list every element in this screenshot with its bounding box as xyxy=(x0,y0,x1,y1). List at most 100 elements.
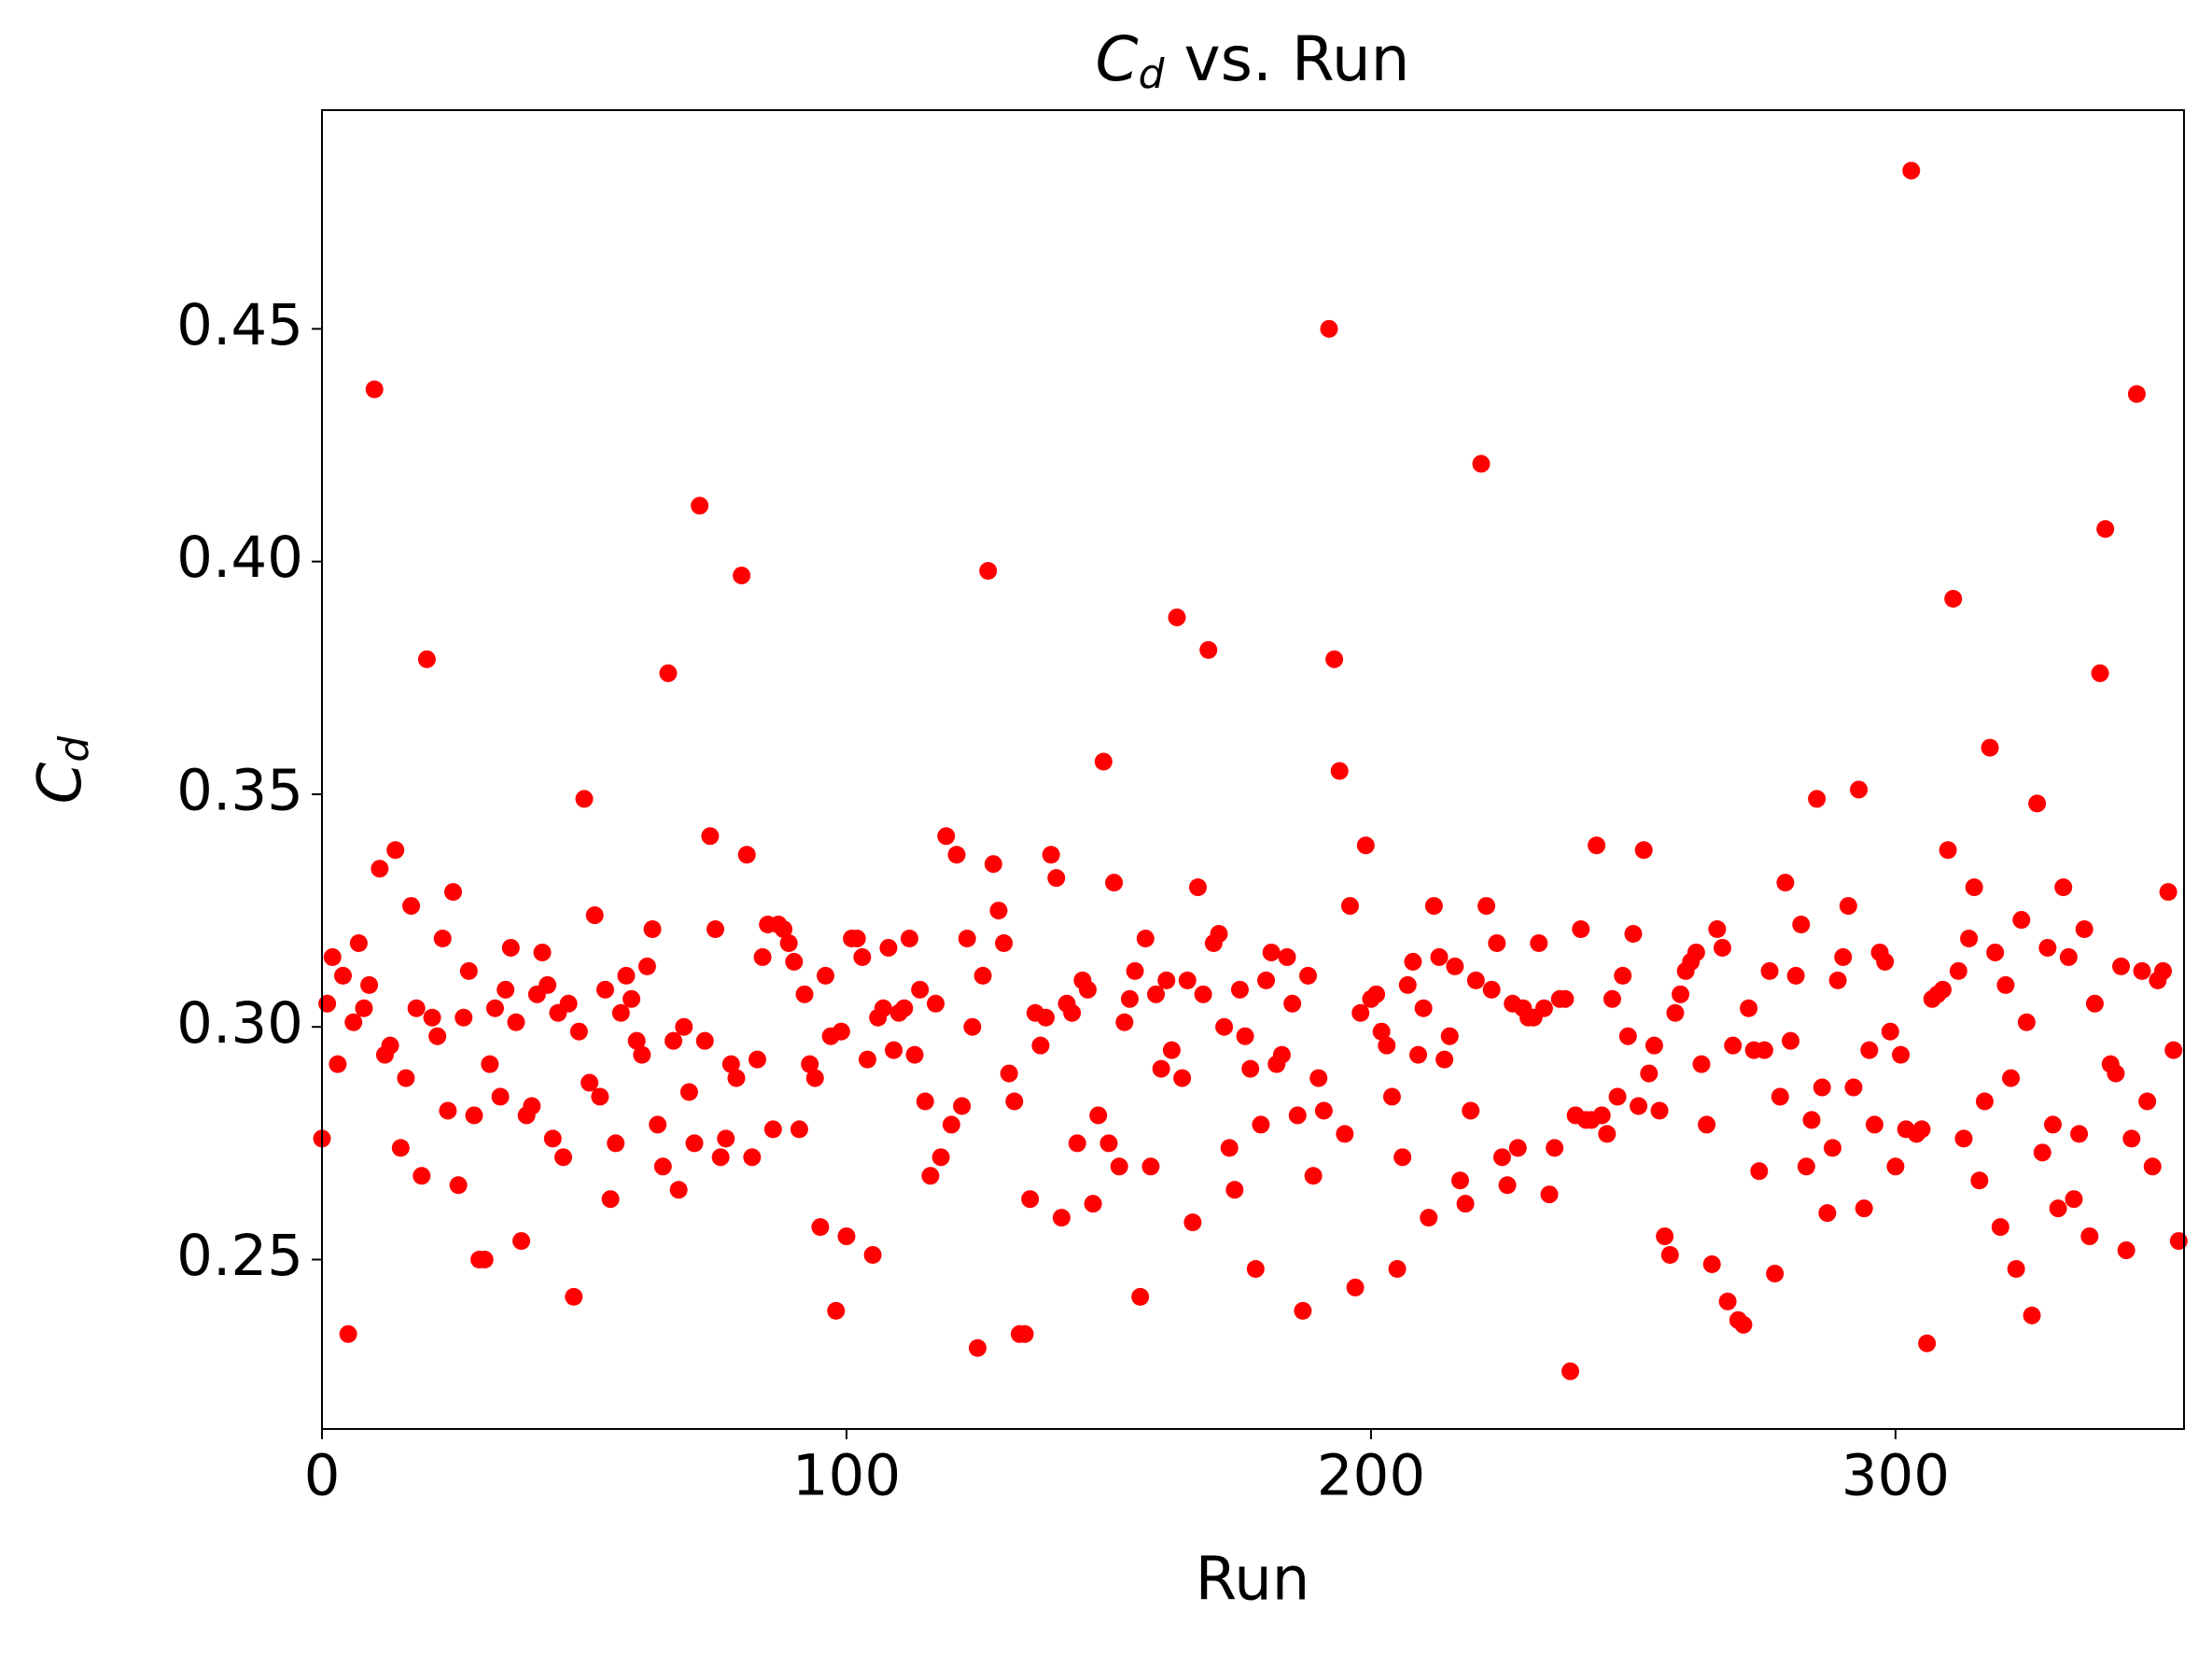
point xyxy=(1718,1292,1737,1310)
point xyxy=(485,999,504,1017)
point xyxy=(811,1218,830,1237)
point xyxy=(721,1055,740,1073)
point xyxy=(1120,989,1139,1008)
point xyxy=(1808,790,1827,808)
point xyxy=(2012,911,2031,930)
point xyxy=(1640,1064,1659,1083)
point xyxy=(1031,1036,1050,1055)
point xyxy=(2049,1199,2067,1218)
point xyxy=(1340,897,1359,916)
point xyxy=(743,1148,762,1167)
point xyxy=(1356,836,1375,855)
point xyxy=(775,920,793,939)
point xyxy=(1614,966,1632,985)
point xyxy=(748,1050,766,1069)
point xyxy=(942,1115,960,1134)
point xyxy=(1508,1139,1527,1157)
point xyxy=(1183,1213,1202,1232)
point xyxy=(1157,971,1176,989)
x-tick-label: 0 xyxy=(304,1443,341,1509)
point xyxy=(649,1115,667,1134)
point xyxy=(1996,975,2015,994)
point xyxy=(323,947,342,966)
point xyxy=(1860,1041,1879,1059)
point xyxy=(407,999,426,1017)
point xyxy=(837,1227,856,1246)
point xyxy=(1818,1204,1837,1223)
point xyxy=(1199,640,1218,659)
point xyxy=(1440,1027,1459,1045)
point xyxy=(1105,874,1124,892)
point xyxy=(1949,961,1967,980)
point xyxy=(1021,1190,1040,1209)
point xyxy=(1084,1195,1102,1213)
point xyxy=(785,952,804,971)
point xyxy=(827,1301,846,1320)
point xyxy=(1813,1078,1831,1097)
point xyxy=(1755,1041,1773,1059)
x-axis-label: Run xyxy=(1196,1546,1310,1615)
point xyxy=(1534,999,1553,1017)
point xyxy=(1325,650,1344,668)
title-text: vs. Run xyxy=(1165,23,1410,95)
point xyxy=(1042,846,1060,864)
point xyxy=(349,933,368,952)
point xyxy=(921,1167,940,1185)
point xyxy=(1446,957,1464,975)
point xyxy=(1634,841,1653,860)
point xyxy=(543,1129,562,1148)
point xyxy=(691,497,709,515)
point xyxy=(1404,952,1422,971)
point xyxy=(659,664,678,682)
point xyxy=(2070,1125,2089,1143)
point xyxy=(1278,947,1296,966)
point xyxy=(1588,836,1606,855)
point xyxy=(1068,1134,1086,1153)
point xyxy=(2096,520,2115,539)
point xyxy=(1477,897,1496,916)
point xyxy=(963,1017,982,1036)
point xyxy=(1834,947,1853,966)
point xyxy=(874,999,892,1017)
point xyxy=(565,1287,583,1306)
point xyxy=(1750,1162,1769,1181)
point xyxy=(1702,1254,1721,1273)
point xyxy=(653,1157,672,1176)
point xyxy=(916,1092,934,1111)
point xyxy=(2143,1157,2162,1176)
point xyxy=(1435,1050,1454,1069)
point xyxy=(1708,920,1727,939)
point xyxy=(2091,664,2109,682)
point xyxy=(701,827,720,846)
point xyxy=(2038,938,2057,957)
point xyxy=(1844,1078,1863,1097)
point xyxy=(1424,897,1443,916)
point xyxy=(633,1045,651,1064)
point xyxy=(1005,1092,1024,1111)
point xyxy=(1162,1041,1181,1059)
point xyxy=(443,883,462,902)
point xyxy=(1556,989,1575,1008)
point xyxy=(1304,1167,1323,1185)
point xyxy=(391,1139,410,1157)
point xyxy=(1965,878,1983,897)
point xyxy=(1530,933,1548,952)
point xyxy=(439,1101,457,1120)
point xyxy=(2028,794,2047,813)
point xyxy=(2007,1259,2025,1278)
point xyxy=(475,1251,494,1269)
point xyxy=(1367,985,1386,1003)
title-symbol: C xyxy=(1096,23,1139,95)
point xyxy=(569,1022,588,1041)
point xyxy=(968,1338,987,1357)
point xyxy=(1939,841,1957,860)
point xyxy=(1991,1218,2009,1237)
point xyxy=(958,929,976,947)
point xyxy=(1309,1069,1328,1087)
point xyxy=(1734,1315,1753,1334)
point xyxy=(2169,1232,2188,1251)
point xyxy=(1540,1185,1559,1204)
point xyxy=(1771,1087,1789,1106)
point xyxy=(1168,608,1186,626)
point xyxy=(1178,971,1197,989)
